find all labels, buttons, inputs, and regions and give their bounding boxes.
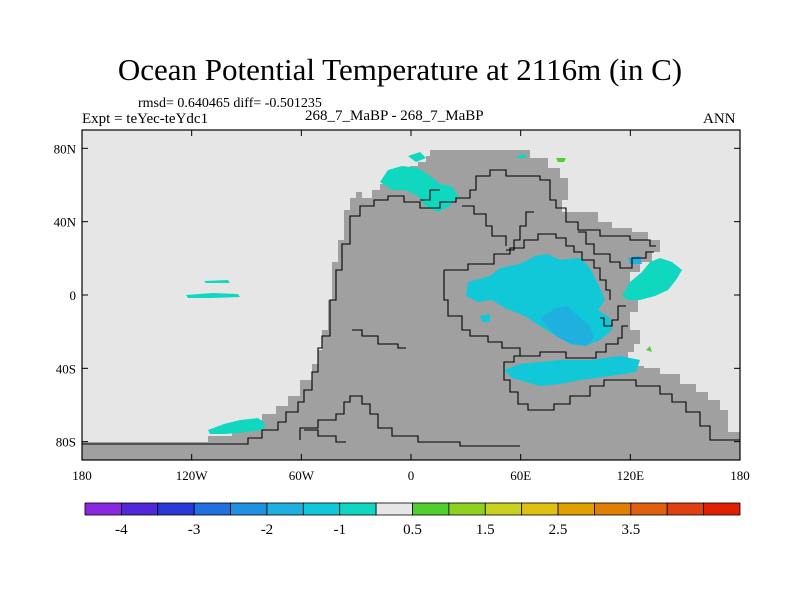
colorbar-swatch xyxy=(703,502,741,516)
coastline-contours xyxy=(82,169,740,447)
anomaly-north-pangea xyxy=(380,166,458,212)
experiment-label: Expt = teYec-teYdc1 xyxy=(82,111,209,127)
anomaly-south-panthalassa xyxy=(208,418,266,434)
colorbar-swatch xyxy=(230,502,268,516)
anomaly-green-speck xyxy=(646,346,652,352)
coastline-contour xyxy=(503,325,740,441)
coastline-contour xyxy=(462,205,507,246)
coastline-contour xyxy=(444,233,611,300)
x-tick-label: 120E xyxy=(617,468,645,483)
colorbar-label: 3.5 xyxy=(621,522,640,538)
x-tick-label: 60W xyxy=(289,468,315,483)
y-tick-label: 40S xyxy=(56,361,76,376)
colorbar-swatch xyxy=(375,502,413,516)
colorbar-swatch xyxy=(448,502,486,516)
y-tick-label: 40N xyxy=(54,215,77,230)
coastline-contour xyxy=(299,395,520,447)
colorbar-label: -1 xyxy=(333,522,346,538)
y-tick-label: 0 xyxy=(70,288,77,303)
x-tick-label: 120W xyxy=(176,468,209,483)
x-tick-label: 60E xyxy=(510,468,531,483)
coastline-contour xyxy=(420,189,440,201)
colorbar-label: -2 xyxy=(261,522,274,538)
colorbar-label: 0.5 xyxy=(403,522,422,538)
anomaly-small-patch xyxy=(516,154,526,158)
coastline-contour xyxy=(82,169,656,445)
y-tick-label: 80S xyxy=(56,435,76,450)
colorbar-swatch xyxy=(412,502,450,516)
anomaly-panthalassa-equatorial xyxy=(204,280,230,283)
colorbar-swatch xyxy=(557,502,595,516)
x-tick-label: 0 xyxy=(408,468,415,483)
x-tick-label: 180 xyxy=(72,468,92,483)
y-tick-label: 80N xyxy=(54,141,77,156)
colorbar-swatch xyxy=(120,502,159,516)
anomaly-southern-tethys xyxy=(504,356,640,386)
coastline-contour xyxy=(443,270,521,356)
colorbar: -4 -3 -2 -1 0.5 1.5 2.5 3.5 xyxy=(84,502,741,538)
colorbar-swatch xyxy=(521,502,559,516)
coastline-contour xyxy=(600,305,626,327)
coastline-contour xyxy=(506,211,534,251)
colorbar-swatch xyxy=(594,502,632,516)
anomaly-green-speck xyxy=(556,158,566,162)
colorbar-label: 1.5 xyxy=(476,522,495,538)
coastline-contour xyxy=(304,429,346,443)
stats-label: rmsd= 0.640465 diff= -0.501235 xyxy=(138,96,322,111)
colorbar-label: 2.5 xyxy=(549,522,568,538)
coastline-contour xyxy=(352,329,406,349)
colorbar-swatch xyxy=(302,502,341,516)
anomaly-east-tethys xyxy=(622,258,682,300)
x-axis: 180 120W 60W 0 60E 120E 180 xyxy=(72,130,750,483)
colorbar-label: -3 xyxy=(188,522,201,538)
colorbar-swatch xyxy=(630,502,668,516)
colorbar-swatch xyxy=(484,502,523,516)
colorbar-swatch xyxy=(157,502,195,516)
coastline-contour xyxy=(578,231,654,269)
colorbar-swatch xyxy=(266,502,304,516)
x-tick-label: 180 xyxy=(730,468,750,483)
anomaly-arctic-patch xyxy=(408,152,426,162)
colorbar-swatch xyxy=(666,502,705,516)
subtitle-label: 268_7_MaBP - 268_7_MaBP xyxy=(305,108,484,124)
anomaly-tethys-core xyxy=(540,306,594,346)
season-label: ANN xyxy=(703,111,736,127)
colorbar-swatch xyxy=(84,502,122,516)
colorbar-label: -4 xyxy=(115,522,128,538)
land-mass xyxy=(82,150,740,460)
anomaly-small-patch xyxy=(480,314,490,322)
y-axis: 80N 40N 0 40S 80S xyxy=(54,141,740,450)
colorbar-swatch xyxy=(339,502,377,516)
chart-title: Ocean Potential Temperature at 2116m (in… xyxy=(117,52,683,87)
anomaly-panthalassa-equatorial xyxy=(186,293,240,298)
colorbar-swatch xyxy=(193,502,231,516)
